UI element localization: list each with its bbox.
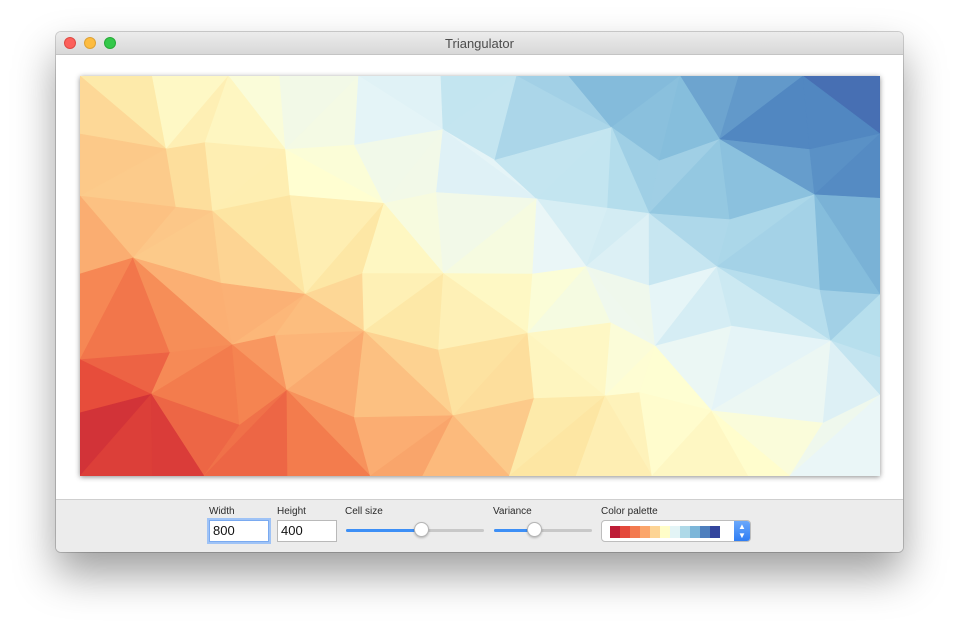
triangulation-preview [80,76,880,476]
triangle-cell [711,410,791,476]
cell-size-label: Cell size [345,506,383,517]
triangulation-image [80,76,880,476]
slider-track [494,529,592,532]
color-palette-popup[interactable]: ▲ ▼ [601,520,751,542]
triangle-cell [286,389,371,476]
height-field[interactable]: 400 [277,520,337,542]
close-button[interactable] [64,37,76,49]
settings-toolbar: Width 800 Height 400 Cell size Variance … [56,499,903,552]
minimize-button[interactable] [84,37,96,49]
height-label: Height [277,506,306,517]
palette-swatch [710,526,720,538]
slider-thumb[interactable] [413,522,429,537]
palette-swatch [680,526,690,538]
triangle-cell [789,394,880,476]
triangle-cell [575,395,653,476]
triangle-cell [150,393,205,476]
cell-size-slider[interactable] [346,520,484,540]
app-window: Triangulator Width 800 Height 400 Cell s… [56,32,903,552]
palette-swatches [610,526,720,538]
preview-area [56,55,903,499]
zoom-button[interactable] [104,37,116,49]
palette-swatch [700,526,710,538]
width-label: Width [209,506,235,517]
palette-swatch [690,526,700,538]
palette-swatch [630,526,640,538]
slider-fill [346,529,422,532]
palette-swatch [670,526,680,538]
color-palette-label: Color palette [601,506,658,517]
title-bar: Triangulator [56,32,903,55]
variance-slider[interactable] [494,520,592,540]
variance-label: Variance [493,506,532,517]
palette-swatch [620,526,630,538]
palette-swatch [660,526,670,538]
slider-fill [494,529,536,532]
slider-thumb[interactable] [527,522,543,537]
triangle-cell [422,415,510,476]
palette-swatch [640,526,650,538]
chevron-up-down-icon[interactable]: ▲ ▼ [734,521,750,541]
palette-swatch [650,526,660,538]
window-title: Triangulator [445,36,514,51]
width-field[interactable]: 800 [209,520,269,542]
palette-swatch [610,526,620,538]
